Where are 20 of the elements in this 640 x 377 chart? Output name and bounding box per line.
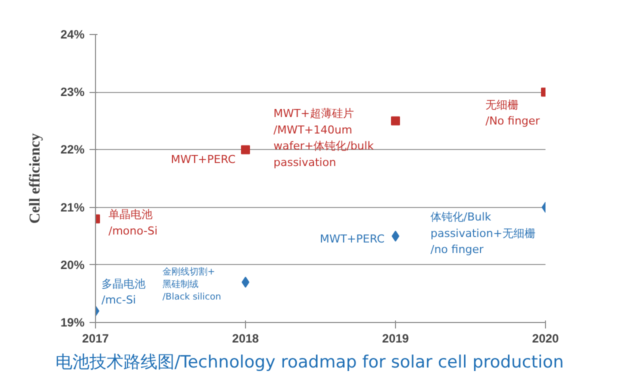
y-tick-label: 19%	[60, 316, 85, 330]
x-tick-label: 2017	[82, 332, 110, 346]
x-tick-label: 2019	[382, 332, 410, 346]
annotation: 单晶电池 /mono-Si	[108, 208, 158, 238]
y-tick-label: 20%	[60, 258, 85, 272]
annotation: 无细栅 /No finger	[486, 98, 540, 128]
y-tick-label: 22%	[60, 142, 85, 157]
y-tick-label: 21%	[60, 200, 85, 214]
x-tick-label: 2020	[532, 332, 560, 346]
annotation: 多晶电池 /mc-Si	[102, 277, 146, 307]
y-tick-label: 24%	[60, 28, 85, 42]
annotation: MWT+PERC	[170, 153, 236, 166]
x-tick-label: 2018	[232, 332, 260, 346]
annotation: MWT+超薄硅片 /MWT+140um wafer+体钝化/bulk passivation	[274, 107, 374, 169]
text: 电池技术路线图/Technology roadmap for solar cell production	[56, 352, 564, 372]
annotation: 体钝化/Bulk passivation+无细栅 /no finger	[430, 210, 536, 256]
y-tick-label: 23%	[60, 85, 85, 100]
annotation: 金刚线切割+ 黑硅制绒 /Black silicon	[162, 266, 222, 303]
y-axis-title: Cell efficiency	[27, 132, 44, 224]
annotation: MWT+PERC	[320, 232, 385, 246]
